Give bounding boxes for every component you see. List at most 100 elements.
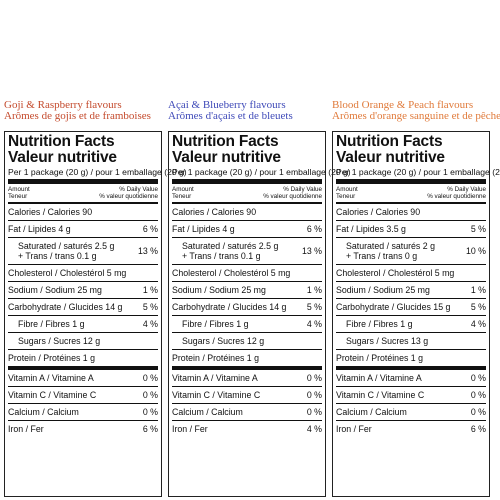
fat-label: Fat / Lipides 4 g	[172, 224, 235, 234]
vitamin-c-dv: 0 %	[306, 390, 322, 400]
iron-row: Iron / Fer 6 %	[336, 421, 486, 437]
vitamin-a-label: Vitamin A / Vitamine A	[336, 373, 422, 383]
amount-en: Amount	[336, 186, 358, 193]
sodium-row: Sodium / Sodium 25 mg 1 %	[8, 282, 158, 299]
calories-label: Calories / Calories 90	[172, 207, 257, 217]
flavour-name-en: Goji & Raspberry flavours	[4, 99, 122, 111]
fat-row: Fat / Lipides 4 g 6 %	[8, 221, 158, 238]
flavour-name-fr: Arômes d'orange sanguine et de pêche	[332, 110, 500, 122]
dv-en: % Daily Value	[119, 186, 158, 193]
dv-en: % Daily Value	[447, 186, 486, 193]
calcium-row: Calcium / Calcium 0 %	[172, 404, 322, 421]
amount-fr: Teneur	[8, 193, 28, 200]
flavour-label: Açai & Blueberry flavours Arômes d'açais…	[168, 100, 326, 126]
carbohydrate-row: Carbohydrate / Glucides 14 g 5 %	[172, 299, 322, 316]
fibre-label: Fibre / Fibres 1 g	[346, 319, 413, 329]
vitamin-a-label: Vitamin A / Vitamine A	[172, 373, 258, 383]
iron-row: Iron / Fer 4 %	[172, 421, 322, 437]
calcium-dv: 0 %	[306, 407, 322, 417]
flavour-name-en: Blood Orange & Peach flavours	[332, 99, 474, 111]
iron-dv: 6 %	[142, 424, 158, 434]
trans-label: + Trans / trans 0 g	[346, 251, 418, 261]
sugars-label: Sugars / Sucres 12 g	[18, 336, 101, 346]
serving-size: Per 1 package (20 g) / pour 1 emballage …	[172, 166, 351, 184]
carbohydrate-dv: 5 %	[470, 302, 486, 312]
carbohydrate-dv: 5 %	[142, 302, 158, 312]
fibre-row: Fibre / Fibres 1 g 4 %	[336, 316, 486, 333]
nutrition-facts-panel: Nutrition Facts Valeur nutritive Per 1 p…	[332, 131, 500, 497]
sugars-row: Sugars / Sucres 12 g	[172, 333, 322, 350]
iron-label: Iron / Fer	[336, 424, 372, 434]
title-fr: Valeur nutritive	[336, 149, 445, 166]
cholesterol-label: Cholesterol / Cholestérol 5 mg	[8, 268, 127, 278]
vitamin-c-dv: 0 %	[142, 390, 158, 400]
iron-label: Iron / Fer	[8, 424, 44, 434]
amount-header: Amount Teneur % Daily Value% valeur quoti…	[336, 184, 486, 204]
fat-dv: 6 %	[306, 224, 322, 234]
saturated-trans-row: Saturated / saturés 2.5 g + Trans / trans…	[8, 238, 158, 265]
title-en: Nutrition Facts	[336, 133, 443, 150]
protein-row: Protein / Protéines 1 g	[336, 350, 486, 370]
vitamin-c-row: Vitamin C / Vitamine C 0 %	[336, 387, 486, 404]
nutrition-column: Goji & Raspberry flavours Arômes de goji…	[4, 99, 187, 497]
vitamin-c-dv: 0 %	[470, 390, 486, 400]
sodium-row: Sodium / Sodium 25 mg 1 %	[336, 282, 486, 299]
fibre-label: Fibre / Fibres 1 g	[182, 319, 249, 329]
flavour-name-fr: Arômes de gojis et de framboises	[4, 110, 151, 122]
fibre-row: Fibre / Fibres 1 g 4 %	[8, 316, 158, 333]
vitamin-a-row: Vitamin A / Vitamine A 0 %	[8, 370, 158, 387]
iron-dv: 6 %	[470, 424, 486, 434]
dv-fr: % valeur quotidienne	[427, 193, 486, 200]
sugars-label: Sugars / Sucres 13 g	[346, 336, 429, 346]
vitamin-a-dv: 0 %	[142, 373, 158, 383]
amount-fr: Teneur	[172, 193, 192, 200]
sodium-dv: 1 %	[470, 285, 486, 295]
calories-label: Calories / Calories 90	[336, 207, 421, 217]
title-fr: Valeur nutritive	[172, 149, 281, 166]
sodium-label: Sodium / Sodium 25 mg	[8, 285, 102, 295]
fat-dv: 6 %	[142, 224, 158, 234]
calories-row: Calories / Calories 90	[336, 204, 486, 221]
cholesterol-label: Cholesterol / Cholestérol 5 mg	[336, 268, 455, 278]
vitamin-c-label: Vitamin C / Vitamine C	[336, 390, 425, 400]
calcium-row: Calcium / Calcium 0 %	[8, 404, 158, 421]
fat-dv: 5 %	[470, 224, 486, 234]
fat-label: Fat / Lipides 3.5 g	[336, 224, 406, 234]
sugars-row: Sugars / Sucres 12 g	[8, 333, 158, 350]
fibre-label: Fibre / Fibres 1 g	[18, 319, 85, 329]
fat-row: Fat / Lipides 4 g 6 %	[172, 221, 322, 238]
fibre-row: Fibre / Fibres 1 g 4 %	[172, 316, 322, 333]
nutrition-facts-panel: Nutrition Facts Valeur nutritive Per 1 p…	[4, 131, 187, 497]
dv-fr: % valeur quotidienne	[99, 193, 158, 200]
nutrition-facts-panel: Nutrition Facts Valeur nutritive Per 1 p…	[168, 131, 351, 497]
protein-label: Protein / Protéines 1 g	[8, 353, 96, 363]
iron-label: Iron / Fer	[172, 424, 208, 434]
sodium-label: Sodium / Sodium 25 mg	[172, 285, 266, 295]
vitamin-a-label: Vitamin A / Vitamine A	[8, 373, 94, 383]
calories-label: Calories / Calories 90	[8, 207, 93, 217]
fat-row: Fat / Lipides 3.5 g 5 %	[336, 221, 486, 238]
sugars-row: Sugars / Sucres 13 g	[336, 333, 486, 350]
nutrition-column: Açai & Blueberry flavours Arômes d'açais…	[168, 100, 351, 497]
trans-label: + Trans / trans 0.1 g	[18, 251, 97, 261]
trans-label: + Trans / trans 0.1 g	[182, 251, 261, 261]
protein-label: Protein / Protéines 1 g	[336, 353, 424, 363]
cholesterol-row: Cholesterol / Cholestérol 5 mg	[336, 265, 486, 282]
nutrition-column: Blood Orange & Peach flavours Arômes d'o…	[332, 99, 500, 497]
serving-size: Per 1 package (20 g) / pour 1 emballage …	[8, 166, 187, 184]
iron-row: Iron / Fer 6 %	[8, 421, 158, 437]
dv-en: % Daily Value	[283, 186, 322, 193]
sodium-dv: 1 %	[306, 285, 322, 295]
saturated-trans-row: Saturated / saturés 2.5 g + Trans / trans…	[172, 238, 322, 265]
carbohydrate-row: Carbohydrate / Glucides 15 g 5 %	[336, 299, 486, 316]
iron-dv: 4 %	[306, 424, 322, 434]
calcium-dv: 0 %	[470, 407, 486, 417]
protein-row: Protein / Protéines 1 g	[172, 350, 322, 370]
saturated-label: Saturated / saturés 2.5 g	[18, 241, 115, 251]
vitamin-a-row: Vitamin A / Vitamine A 0 %	[336, 370, 486, 387]
sodium-dv: 1 %	[142, 285, 158, 295]
calcium-row: Calcium / Calcium 0 %	[336, 404, 486, 421]
cholesterol-label: Cholesterol / Cholestérol 5 mg	[172, 268, 291, 278]
saturated-dv: 13 %	[137, 246, 158, 256]
saturated-dv: 13 %	[301, 246, 322, 256]
